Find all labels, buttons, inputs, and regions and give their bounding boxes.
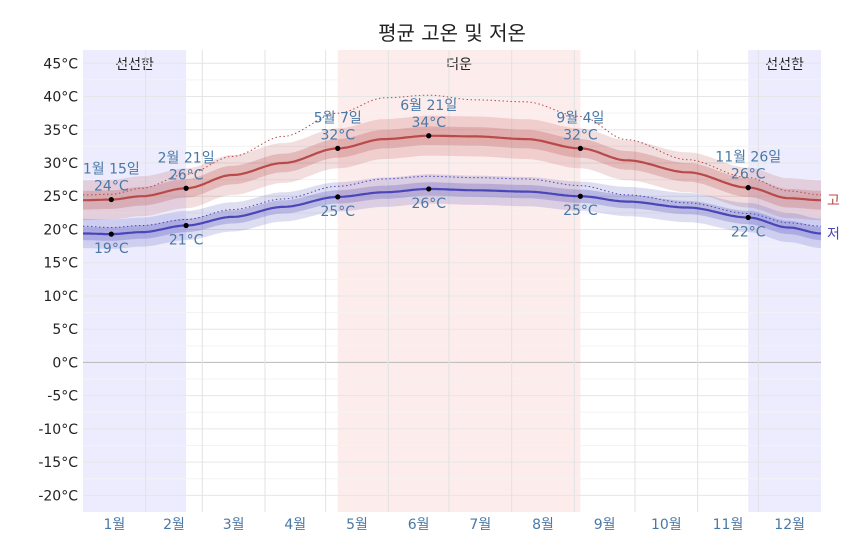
- season-label-1: 더운: [446, 57, 472, 73]
- annotation-date-1: 2월 21일: [158, 150, 215, 166]
- low-p90-line: [83, 175, 822, 228]
- high-series-label: 고: [827, 193, 840, 209]
- y-tick-label-8: 5°C: [52, 322, 78, 338]
- annotation-value-9: 26°C: [411, 196, 446, 212]
- series-lines: 고저: [83, 94, 840, 242]
- annotation-value-7: 21°C: [169, 232, 204, 248]
- annotation-value-11: 22°C: [731, 225, 766, 241]
- low-mean-line: [83, 187, 822, 236]
- annotation-date-2: 5월 7일: [314, 110, 362, 126]
- y-tick-label-6: 15°C: [43, 256, 78, 272]
- annotation-dot-0: [108, 196, 114, 203]
- season-band-2: [748, 50, 821, 512]
- x-tick-label-6: 7월: [469, 517, 491, 533]
- annotation-value-10: 25°C: [563, 203, 598, 219]
- annotation-dot-4: [577, 145, 583, 151]
- annotation-dot-11: [745, 214, 751, 221]
- annotation-dot-2: [335, 145, 341, 151]
- annotation-dot-9: [426, 186, 432, 192]
- y-tick-label-12: -15°C: [38, 455, 78, 471]
- y-tick-label-7: 10°C: [43, 289, 78, 305]
- y-tick-label-0: 45°C: [43, 56, 78, 72]
- annotation-dot-6: [108, 231, 114, 237]
- high-p90-line: [83, 94, 821, 196]
- season-label-0: 선선한: [115, 57, 154, 73]
- low-inner-band: [83, 182, 821, 241]
- low-outer-band: [83, 174, 821, 249]
- x-tick-label-9: 10월: [651, 517, 682, 533]
- x-tick-label-4: 5월: [346, 517, 368, 533]
- axes: 45°C 40°C 35°C 30°C 25°C 20°C 15°C 10°C 5°C 0°C -5…: [38, 56, 805, 533]
- annotation-date-3: 6월 21일: [400, 98, 457, 114]
- annotation-dot-7: [183, 222, 189, 229]
- x-tick-label-2: 3월: [223, 517, 245, 533]
- annotation-value-8: 25°C: [320, 204, 355, 220]
- season-band-1: [337, 50, 581, 512]
- season-band-0: [83, 50, 187, 512]
- percentile-bands: [83, 115, 821, 249]
- high-outer-band: [83, 115, 821, 221]
- annotation-value-3: 34°C: [411, 115, 446, 131]
- annotation-value-6: 19°C: [94, 241, 129, 257]
- annotation-dot-10: [577, 193, 583, 199]
- annotation-value-4: 32°C: [563, 127, 598, 143]
- season-bands: 선선한 더운 선선한: [83, 50, 821, 512]
- x-tick-label-5: 6월: [408, 517, 430, 533]
- y-tick-label-13: -20°C: [38, 488, 78, 504]
- annotation-date-5: 11월 26일: [715, 150, 781, 166]
- x-tick-label-3: 4월: [284, 517, 306, 533]
- x-tick-label-10: 11월: [713, 517, 744, 533]
- low-series-label: 저: [827, 226, 840, 242]
- annotation-value-0: 24°C: [94, 179, 129, 195]
- x-tick-label-1: 2월: [163, 517, 185, 533]
- x-tick-label-0: 1월: [103, 517, 125, 533]
- annotation-dot-8: [335, 194, 341, 200]
- annotation-date-0: 1월 15일: [83, 162, 140, 178]
- annotation-dot-5: [745, 185, 751, 191]
- y-tick-label-9: 0°C: [52, 355, 78, 371]
- season-label-2: 선선한: [765, 57, 804, 73]
- y-tick-label-11: -10°C: [38, 422, 78, 438]
- y-tick-label-10: -5°C: [47, 389, 78, 405]
- x-tick-label-11: 12월: [774, 517, 805, 533]
- annotation-dot-1: [183, 185, 189, 191]
- x-tick-label-8: 9월: [594, 517, 616, 533]
- y-tick-label-4: 25°C: [43, 189, 78, 205]
- annotation-value-1: 26°C: [169, 167, 204, 183]
- x-tick-label-7: 8월: [532, 517, 554, 533]
- annotation-value-5: 26°C: [731, 167, 766, 183]
- y-tick-label-2: 35°C: [43, 123, 78, 139]
- high-inner-band: [83, 126, 821, 210]
- y-tick-label-1: 40°C: [43, 90, 78, 106]
- annotation-dot-3: [426, 133, 432, 139]
- chart-title: 평균 고온 및 저온: [378, 21, 526, 45]
- grid-lines: [83, 50, 821, 512]
- high-mean-line: [83, 134, 821, 202]
- annotation-value-2: 32°C: [320, 127, 355, 143]
- annotation-date-4: 9월 4일: [556, 110, 604, 126]
- y-tick-label-3: 30°C: [43, 156, 78, 172]
- y-tick-label-5: 20°C: [43, 222, 78, 238]
